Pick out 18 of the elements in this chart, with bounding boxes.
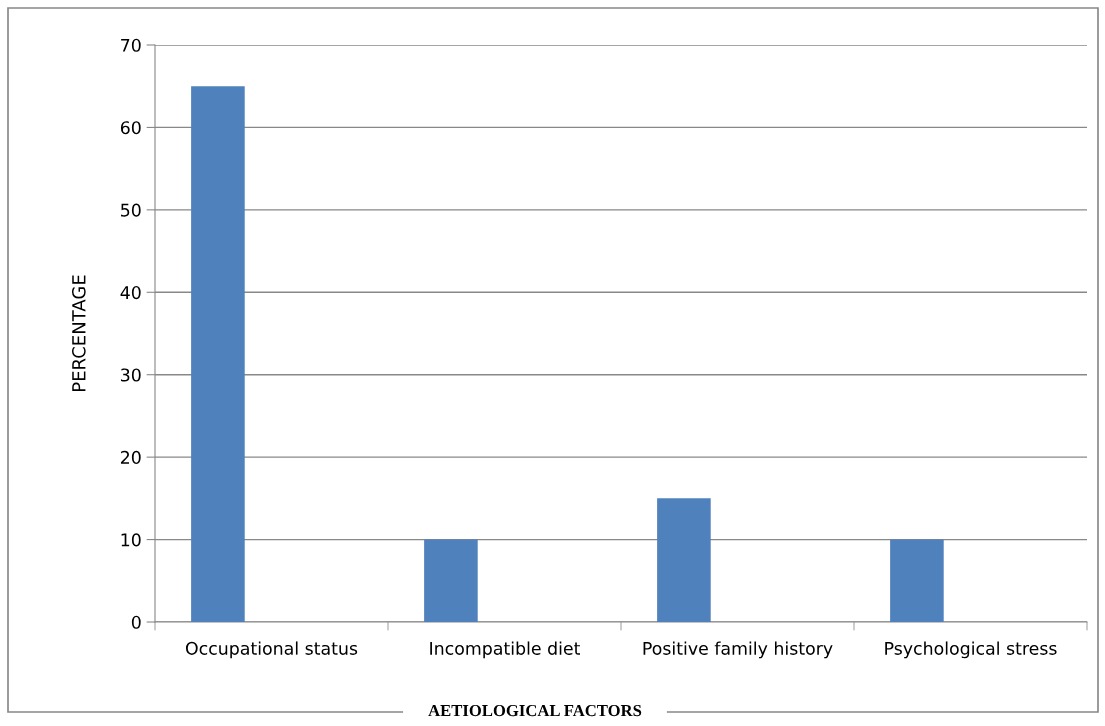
bar (890, 539, 944, 622)
x-axis-title: AETIOLOGICAL FACTORS (428, 704, 642, 717)
x-tick-label: Positive family history (643, 641, 833, 659)
x-tick-label: Incompatible diet (430, 641, 581, 659)
bar (657, 498, 711, 622)
bar (191, 86, 245, 622)
y-tick-label: 30 (121, 368, 141, 382)
y-tick-label: 50 (121, 203, 141, 217)
y-tick-label: 40 (120, 286, 141, 300)
x-tick-label: Psychological stress (885, 641, 1057, 659)
y-tick-label: 20 (120, 450, 141, 464)
y-tick-label: 0 (131, 615, 141, 629)
y-tick-label: 60 (120, 121, 141, 135)
y-tick-label: 10 (121, 533, 141, 547)
y-tick-label: 70 (121, 38, 141, 52)
y-axis-title: PERCENTAGE (72, 275, 86, 391)
x-tick-label: Occupational status (185, 641, 358, 659)
bar (424, 539, 478, 622)
